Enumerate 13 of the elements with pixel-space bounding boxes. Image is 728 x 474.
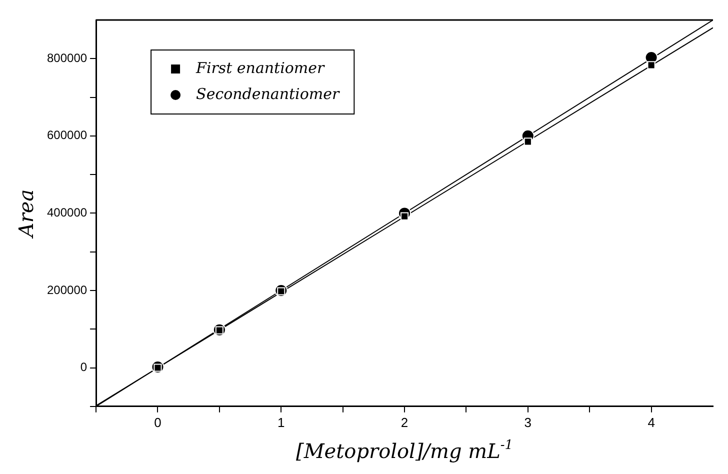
y-tick-label: 800000 [46,50,88,65]
y-tick-label: 400000 [46,206,88,220]
y-tick-label: 0 [80,360,88,374]
y-axis-title: Area [14,189,38,240]
legend-label: First enantiomer [195,58,326,77]
x-tick-label: 3 [524,414,532,430]
x-tick-label: 4 [648,414,655,430]
y-tick-label: 600000 [46,128,88,142]
x-tick-label: 0 [154,414,162,430]
legend-label: Secondenantiomer [196,84,340,103]
x-tick-label: 1 [278,414,285,430]
x-tick-label: 2 [400,414,408,430]
y-tick-label: 200000 [46,282,88,297]
